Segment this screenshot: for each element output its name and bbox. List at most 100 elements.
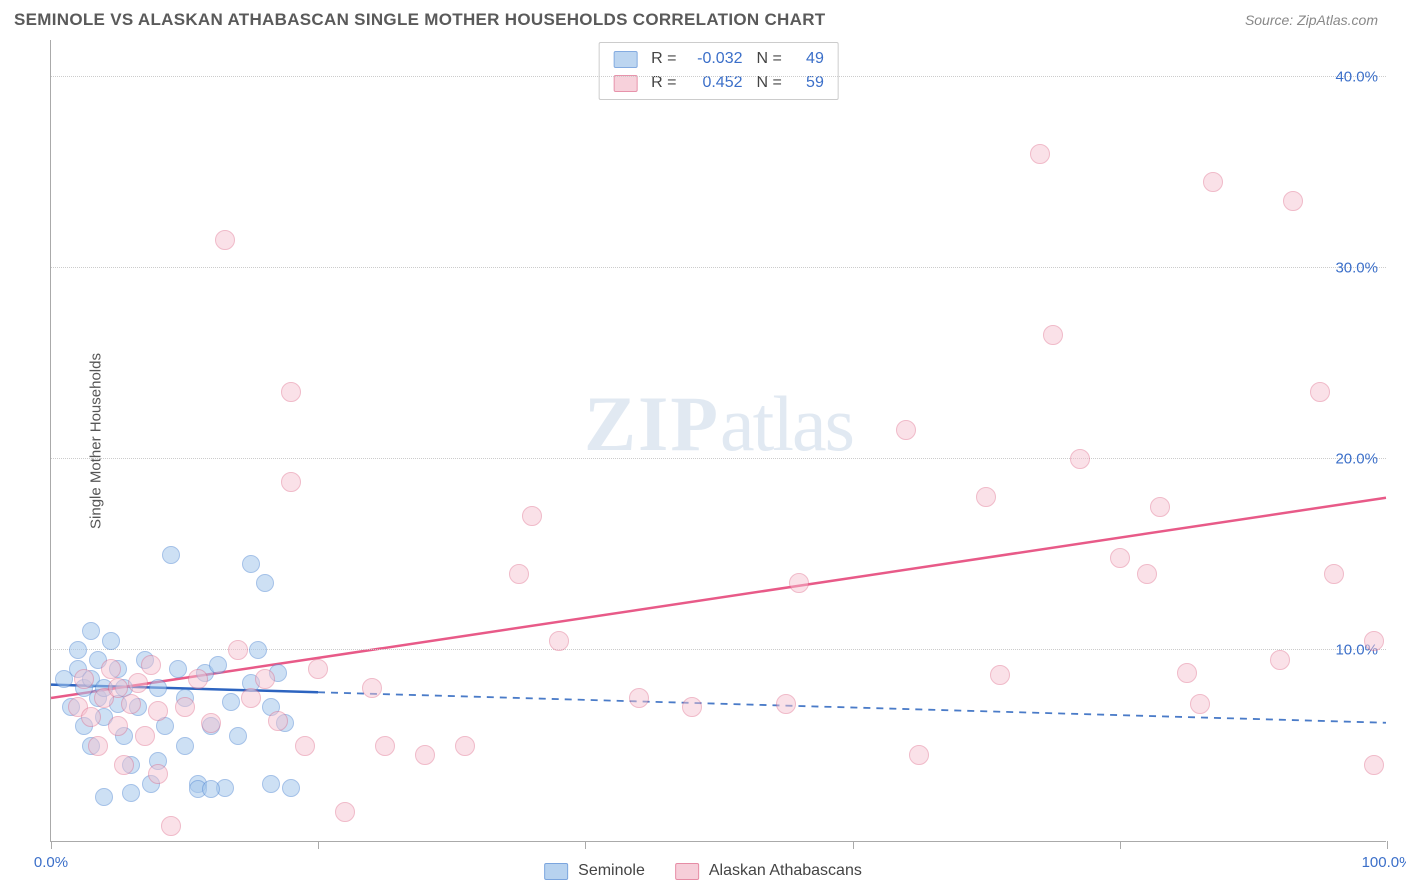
data-point xyxy=(101,659,121,679)
data-point xyxy=(1283,191,1303,211)
data-point xyxy=(1177,663,1197,683)
data-point xyxy=(202,780,220,798)
legend-swatch xyxy=(675,863,699,880)
data-point xyxy=(69,641,87,659)
data-point xyxy=(1070,449,1090,469)
chart-source: Source: ZipAtlas.com xyxy=(1245,12,1378,28)
x-tick-label: 0.0% xyxy=(34,854,68,871)
data-point xyxy=(256,574,274,592)
data-point xyxy=(308,659,328,679)
data-point xyxy=(976,487,996,507)
data-point xyxy=(249,641,267,659)
data-point xyxy=(95,788,113,806)
data-point xyxy=(282,779,300,797)
data-point xyxy=(990,665,1010,685)
data-point xyxy=(102,632,120,650)
gridline xyxy=(51,458,1386,459)
data-point xyxy=(1043,325,1063,345)
data-point xyxy=(362,678,382,698)
data-point xyxy=(1270,650,1290,670)
data-point xyxy=(375,736,395,756)
data-point xyxy=(896,420,916,440)
x-tick xyxy=(585,841,586,849)
data-point xyxy=(201,713,221,733)
data-point xyxy=(228,640,248,660)
data-point xyxy=(161,816,181,836)
data-point xyxy=(522,506,542,526)
chart-area: Single Mother Households ZIPatlas R =-0.… xyxy=(14,40,1386,842)
data-point xyxy=(509,564,529,584)
data-point xyxy=(1324,564,1344,584)
data-point xyxy=(1190,694,1210,714)
data-point xyxy=(776,694,796,714)
legend-item: Alaskan Athabascans xyxy=(675,862,862,880)
y-tick-label: 30.0% xyxy=(1335,260,1378,277)
data-point xyxy=(222,693,240,711)
data-point xyxy=(114,755,134,775)
data-point xyxy=(229,727,247,745)
legend-item: Seminole xyxy=(544,862,645,880)
regression-line-dashed xyxy=(318,692,1386,723)
plot-region: ZIPatlas R =-0.032N =49R =0.452N =59 10.… xyxy=(50,40,1386,842)
data-point xyxy=(549,631,569,651)
x-tick xyxy=(853,841,854,849)
data-point xyxy=(74,669,94,689)
gridline xyxy=(51,267,1386,268)
x-tick xyxy=(318,841,319,849)
x-tick xyxy=(1387,841,1388,849)
data-point xyxy=(262,775,280,793)
data-point xyxy=(281,472,301,492)
x-tick xyxy=(1120,841,1121,849)
data-point xyxy=(215,230,235,250)
data-point xyxy=(149,679,167,697)
regression-lines xyxy=(51,40,1386,841)
data-point xyxy=(1310,382,1330,402)
data-point xyxy=(169,660,187,678)
data-point xyxy=(135,726,155,746)
data-point xyxy=(121,694,141,714)
data-point xyxy=(141,655,161,675)
data-point xyxy=(1203,172,1223,192)
data-point xyxy=(1150,497,1170,517)
data-point xyxy=(122,784,140,802)
data-point xyxy=(268,711,288,731)
data-point xyxy=(1137,564,1157,584)
data-point xyxy=(176,737,194,755)
y-tick-label: 20.0% xyxy=(1335,451,1378,468)
data-point xyxy=(629,688,649,708)
data-point xyxy=(1364,755,1384,775)
data-point xyxy=(281,382,301,402)
data-point xyxy=(682,697,702,717)
data-point xyxy=(175,697,195,717)
data-point xyxy=(81,707,101,727)
data-point xyxy=(128,673,148,693)
data-point xyxy=(148,701,168,721)
data-point xyxy=(82,622,100,640)
data-point xyxy=(415,745,435,765)
chart-header: SEMINOLE VS ALASKAN ATHABASCAN SINGLE MO… xyxy=(0,0,1406,38)
data-point xyxy=(148,764,168,784)
x-tick xyxy=(51,841,52,849)
data-point xyxy=(241,688,261,708)
data-point xyxy=(455,736,475,756)
data-point xyxy=(88,736,108,756)
data-point xyxy=(108,716,128,736)
legend-swatch xyxy=(544,863,568,880)
x-tick-label: 100.0% xyxy=(1362,854,1406,871)
data-point xyxy=(255,669,275,689)
legend-label: Seminole xyxy=(578,862,645,880)
data-point xyxy=(335,802,355,822)
data-point xyxy=(209,656,227,674)
data-point xyxy=(242,555,260,573)
data-point xyxy=(1364,631,1384,651)
data-point xyxy=(162,546,180,564)
data-point xyxy=(188,669,208,689)
data-point xyxy=(789,573,809,593)
data-point xyxy=(1030,144,1050,164)
chart-title: SEMINOLE VS ALASKAN ATHABASCAN SINGLE MO… xyxy=(14,10,825,30)
data-point xyxy=(909,745,929,765)
data-point xyxy=(295,736,315,756)
data-point xyxy=(1110,548,1130,568)
y-tick-label: 40.0% xyxy=(1335,69,1378,86)
chart-legend: Seminole Alaskan Athabascans xyxy=(544,862,862,880)
